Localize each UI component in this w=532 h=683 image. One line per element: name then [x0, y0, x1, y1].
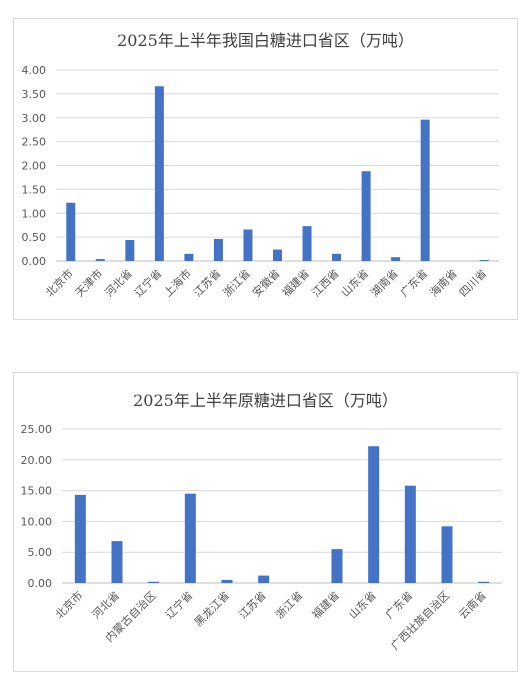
- x-category-label: 福建省: [309, 588, 342, 621]
- bar: [258, 575, 270, 583]
- y-tick-label: 1.50: [22, 183, 47, 196]
- bar: [479, 260, 489, 261]
- bar: [302, 226, 312, 261]
- x-category-label: 河北省: [102, 267, 135, 300]
- x-category-label: 安徽省: [249, 266, 282, 299]
- x-category-label: 辽宁省: [162, 588, 195, 621]
- bar: [361, 171, 371, 261]
- chart-title: 2025年上半年原糖进口省区（万吨）: [133, 391, 398, 410]
- x-category-label: 湖南省: [368, 267, 401, 300]
- bar: [111, 541, 123, 583]
- y-tick-label: 3.50: [22, 88, 47, 101]
- bar: [368, 446, 380, 583]
- y-tick-label: 5.00: [28, 546, 53, 559]
- bar: [95, 259, 105, 261]
- x-category-label: 浙江省: [221, 267, 254, 300]
- x-category-label: 北京市: [43, 266, 76, 299]
- y-tick-label: 0.00: [22, 255, 47, 268]
- bar: [221, 579, 233, 583]
- bar: [332, 253, 342, 261]
- bar: [184, 493, 196, 583]
- bar: [184, 253, 194, 261]
- chart-canvas: 0.00 0.50 1.00 1.50 2.00 2.50 3.00 3.50 4.00 北京市天…: [22, 64, 499, 300]
- x-category-label: 辽宁省: [131, 266, 164, 299]
- y-tick-label: 10.00: [21, 515, 53, 528]
- x-category-label: 四川省: [457, 267, 490, 300]
- bar: [391, 257, 401, 261]
- y-tick-label: 2.50: [22, 136, 47, 149]
- y-tick-label: 2.00: [22, 160, 47, 173]
- bar: [125, 239, 135, 261]
- bar: [404, 485, 416, 583]
- y-tick-label: 1.00: [22, 207, 47, 220]
- x-category-label: 海南省: [427, 266, 460, 299]
- bar: [154, 86, 164, 261]
- y-tick-label: 0.00: [28, 577, 53, 590]
- bar: [243, 229, 253, 261]
- bar: [441, 526, 453, 583]
- x-category-label: 江苏省: [191, 267, 224, 300]
- x-category-label: 云南省: [456, 589, 489, 622]
- bar: [331, 549, 343, 583]
- x-category-label: 黑龙江省: [192, 589, 232, 629]
- bar: [74, 494, 86, 583]
- x-category-label: 天津市: [72, 266, 105, 299]
- y-tick-label: 3.00: [22, 112, 47, 125]
- y-tick-label: 20.00: [21, 454, 53, 467]
- bar: [420, 119, 430, 261]
- bar: [66, 202, 76, 261]
- x-category-label: 广东省: [398, 267, 431, 300]
- x-category-label: 江苏省: [236, 589, 269, 622]
- bar: [148, 581, 160, 583]
- x-category-label: 广东省: [383, 589, 416, 622]
- raw-sugar-import-chart: 2025年上半年原糖进口省区（万吨） 0.00 5.00 10.00 15.00 20.…: [13, 372, 518, 672]
- y-tick-label: 4.00: [22, 64, 47, 77]
- y-tick-label: 15.00: [21, 485, 53, 498]
- x-category-label: 上海市: [161, 266, 194, 299]
- y-tick-label: 25.00: [21, 423, 53, 436]
- x-category-label: 山东省: [346, 589, 379, 622]
- x-category-label: 河北省: [90, 589, 123, 622]
- bar: [213, 239, 223, 261]
- chart-title: 2025年上半年我国白糖进口省区（万吨）: [117, 31, 414, 50]
- bar: [273, 249, 282, 261]
- x-category-label: 福建省: [279, 266, 312, 299]
- bar: [478, 581, 490, 583]
- x-category-label: 山东省: [339, 267, 372, 300]
- x-category-label: 浙江省: [273, 589, 306, 622]
- y-tick-label: 0.50: [22, 231, 47, 244]
- x-category-label: 江西省: [309, 267, 342, 300]
- x-category-label: 北京市: [52, 588, 85, 621]
- white-sugar-import-chart: 2025年上半年我国白糖进口省区（万吨） 0.00 0.50 1.00 1.50 2.0…: [13, 18, 518, 320]
